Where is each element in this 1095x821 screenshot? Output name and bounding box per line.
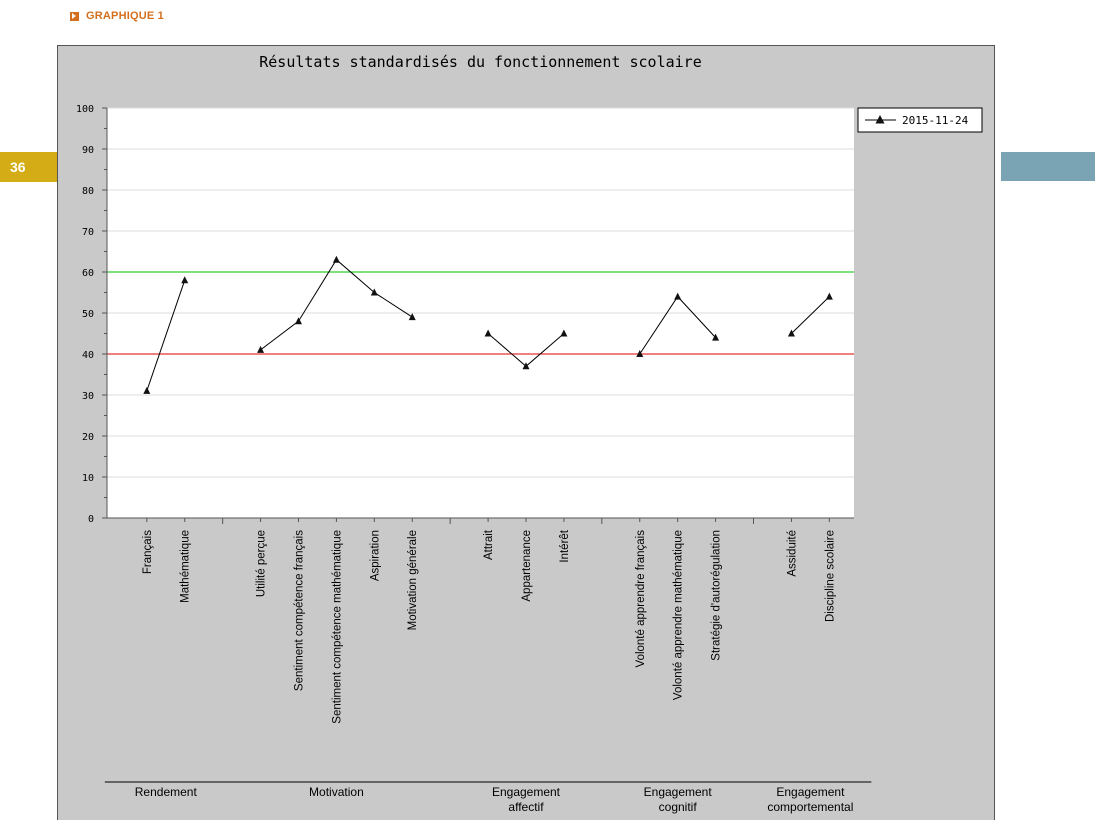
x-tick-label: Discipline scolaire [824,530,836,622]
data-point-marker [484,329,492,337]
data-point-marker [787,329,795,337]
group-label: comportemental [767,800,853,814]
data-point-marker [674,292,682,300]
data-point-marker [408,313,416,321]
y-tick-label: 50 [82,309,94,320]
data-point-marker [825,292,833,300]
y-tick-label: 20 [82,432,94,443]
group-label: cognitif [659,800,698,814]
y-tick-label: 40 [82,350,94,361]
x-tick-label: Français [142,530,154,574]
x-tick-label: Appartenance [521,530,533,602]
data-point-marker [712,333,720,341]
arrow-marker-icon [70,11,79,21]
group-label: Motivation [309,785,364,799]
x-tick-label: Assiduité [786,530,798,577]
chart: Résultats standardisés du fonctionnement… [76,53,983,814]
chart-frame: Résultats standardisés du fonctionnement… [57,45,995,820]
group-label: Engagement [644,785,713,799]
x-tick-label: Aspiration [369,530,381,581]
data-point-marker [370,288,378,296]
x-tick-label: Volonté apprendre français [635,530,647,668]
x-tick-label: Intérêt [559,529,571,562]
page-number: 36 [0,152,57,182]
y-tick-label: 80 [82,186,94,197]
x-tick-label: Sentiment compétence mathématique [331,530,343,724]
side-tab [1001,152,1095,181]
data-point-marker [143,386,151,394]
y-tick-label: 30 [82,391,94,402]
y-tick-label: 10 [82,473,94,484]
x-tick-label: Utilité perçue [256,530,268,597]
x-tick-label: Sentiment compétence français [293,530,305,691]
data-point-marker [636,350,644,357]
x-tick-label: Volonté apprendre mathématique [673,530,685,700]
y-tick-label: 0 [88,514,94,525]
chart-title: Résultats standardisés du fonctionnement… [259,53,702,71]
series-line [791,296,830,334]
y-tick-label: 60 [82,268,94,279]
x-tick-label: Stratégie d'autorégulation [711,530,723,661]
data-point-marker [522,362,530,370]
y-tick-label: 70 [82,227,94,238]
x-tick-label: Attrait [483,529,495,560]
legend-marker [875,115,885,124]
y-tick-label: 90 [82,145,94,156]
data-point-marker [560,329,568,337]
series-line [146,280,186,392]
data-point-marker [294,317,302,325]
group-label: Rendement [135,785,198,799]
group-label: Engagement [776,785,845,799]
x-tick-label: Motivation générale [407,530,419,630]
data-point-marker [332,255,340,263]
data-point-marker [257,345,265,353]
group-label: affectif [508,800,544,814]
x-tick-label: Mathématique [180,530,192,603]
y-tick-label: 100 [76,104,94,115]
figure-label-text: GRAPHIQUE 1 [86,10,164,22]
group-label: Engagement [492,785,561,799]
figure-label: GRAPHIQUE 1 [70,9,164,23]
data-point-marker [181,276,189,284]
legend-label: 2015-11-24 [902,114,969,127]
